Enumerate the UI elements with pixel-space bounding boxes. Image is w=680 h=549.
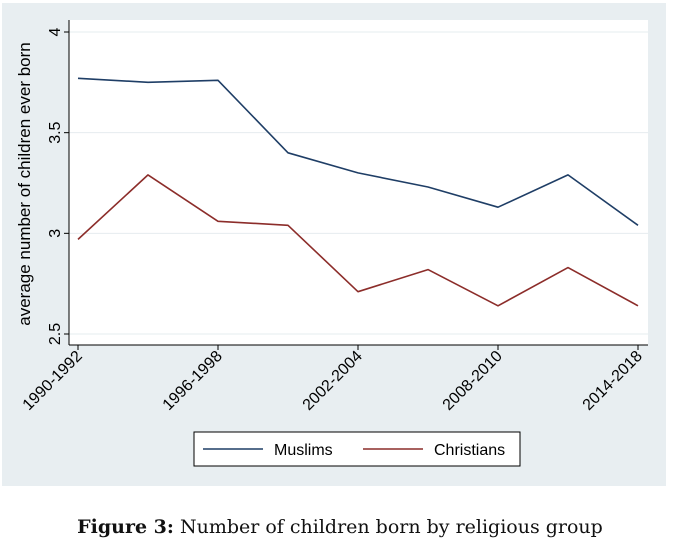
chart-panel: 2.5 3 3.5 4 1990-1992 1996-1998 2002-2004 2008… — [2, 3, 666, 486]
line-chart: 2.533.54 1990-1992 1996-1998 2002-2004 2008… — [2, 3, 666, 486]
y-tick-label: 4 — [47, 27, 64, 36]
y-tick-label: 3 — [47, 229, 64, 238]
y-ticks: 2.5 3 3.5 4 — [47, 27, 69, 345]
figure-caption-label: Figure 3: — [77, 516, 174, 538]
figure-caption-text: Number of children born by religious gro… — [179, 516, 603, 538]
plot-area — [69, 20, 648, 345]
legend-label-muslims: Muslims — [274, 442, 333, 459]
series — [77, 77, 639, 307]
y-tick-label: 2.5 — [47, 323, 64, 345]
legend-label-christians: Christians — [434, 442, 505, 459]
legend: Muslims Christians — [193, 431, 521, 467]
figure-caption: Figure 3: Number of children born by rel… — [0, 516, 680, 538]
series-line-muslims — [77, 77, 639, 226]
y-axis-label: average number of children ever born — [15, 42, 34, 326]
series-line-christians — [77, 174, 639, 307]
y-tick-label: 3.5 — [47, 121, 64, 143]
gridlines — [69, 31, 648, 335]
